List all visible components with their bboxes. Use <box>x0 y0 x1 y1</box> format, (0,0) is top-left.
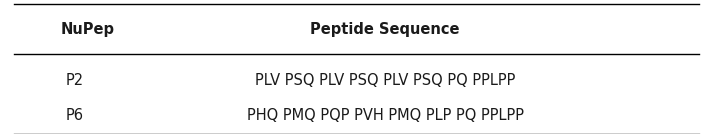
Text: NuPep: NuPep <box>61 22 115 37</box>
Text: Peptide Sequence: Peptide Sequence <box>310 22 460 37</box>
Text: PLV PSQ PLV PSQ PLV PSQ PQ PPLPP: PLV PSQ PLV PSQ PLV PSQ PQ PPLPP <box>255 73 515 88</box>
Text: PHQ PMQ PQP PVH PMQ PLP PQ PPLPP: PHQ PMQ PQP PVH PMQ PLP PQ PPLPP <box>247 108 523 123</box>
Text: P2: P2 <box>66 73 84 88</box>
Text: P6: P6 <box>66 108 84 123</box>
